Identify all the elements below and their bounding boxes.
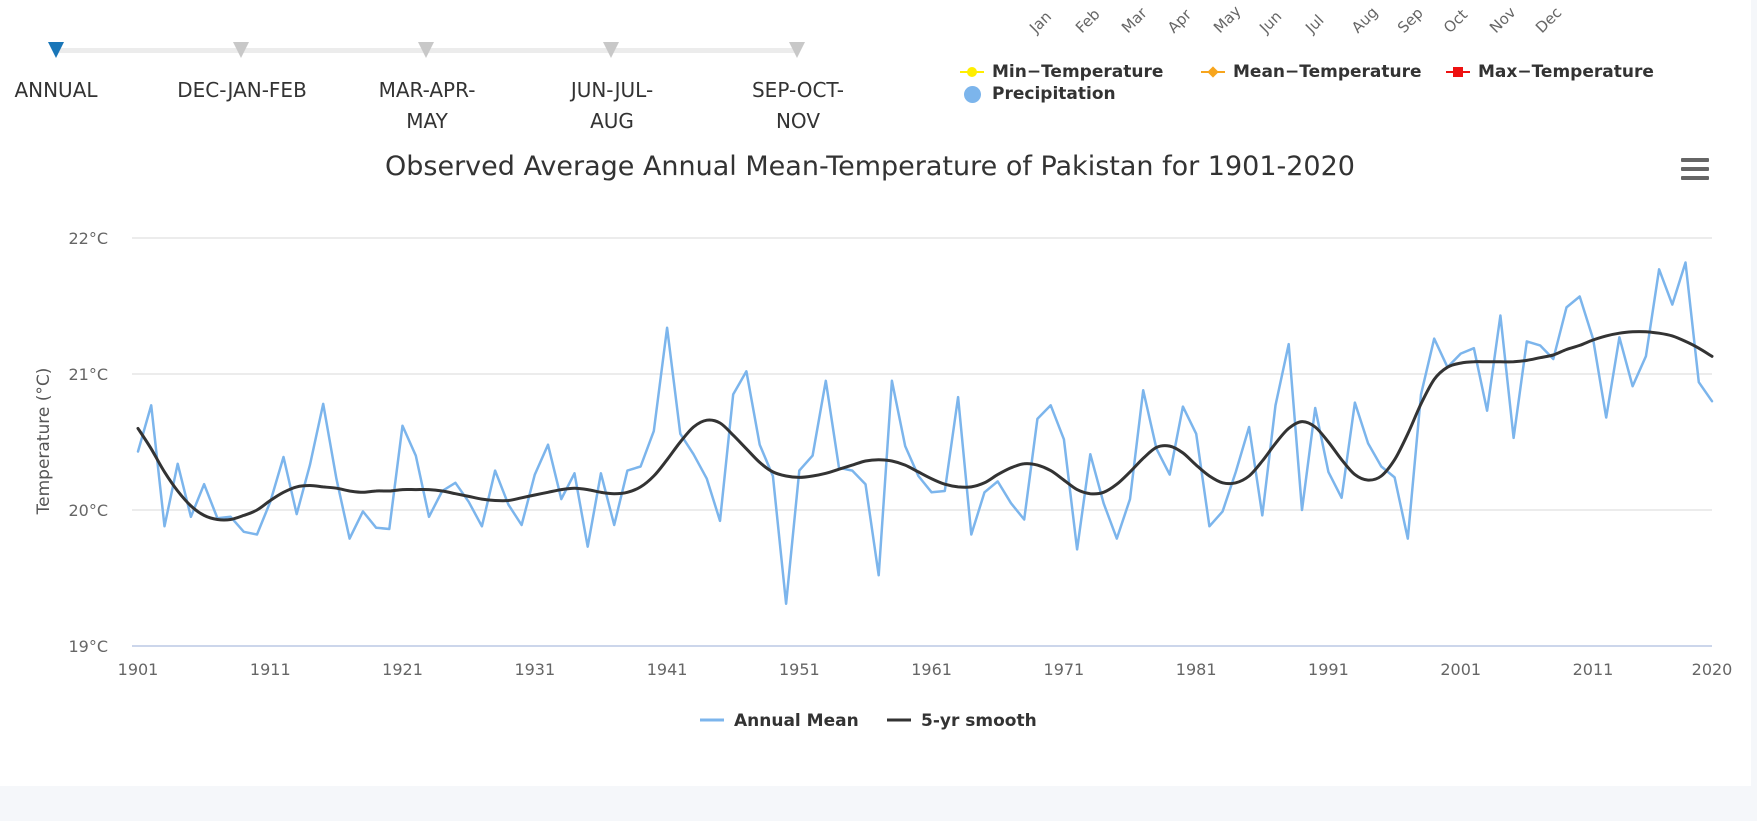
x-tick-label: 1971 bbox=[1044, 660, 1085, 679]
legend-min-symbol-icon bbox=[960, 65, 984, 79]
legend-item-annual-mean-label: Annual Mean bbox=[734, 711, 859, 731]
legend-item-5yr-smooth-label: 5-yr smooth bbox=[921, 711, 1037, 731]
legend-item-max-temperature[interactable]: Max−Temperature bbox=[1446, 62, 1654, 82]
season-label-djf[interactable]: DEC-JAN-FEB bbox=[167, 75, 317, 106]
chart-title: Observed Average Annual Mean-Temperature… bbox=[385, 151, 1355, 182]
legend-item-mean-temperature[interactable]: Mean−Temperature bbox=[1201, 62, 1422, 82]
page-edge bbox=[1751, 0, 1757, 786]
y-tick-label: 21°C bbox=[68, 365, 108, 384]
x-tick-label: 1941 bbox=[647, 660, 688, 679]
x-tick-label: 1911 bbox=[250, 660, 291, 679]
season-label-line2: AUG bbox=[590, 109, 634, 133]
season-marker-jja[interactable] bbox=[603, 42, 619, 58]
y-tick-label: 20°C bbox=[68, 501, 108, 520]
series-line-annual-mean bbox=[136, 261, 1714, 606]
season-marker-djf[interactable] bbox=[233, 42, 249, 58]
legend-max-symbol-icon bbox=[1446, 65, 1470, 79]
series-line-5yr-smooth bbox=[136, 330, 1714, 522]
season-label-line1: JUN-JUL- bbox=[570, 78, 654, 102]
x-tick-label: 2011 bbox=[1573, 660, 1614, 679]
season-marker-son[interactable] bbox=[789, 42, 805, 58]
season-marker-annual[interactable] bbox=[48, 42, 64, 58]
x-tick-label: 1951 bbox=[779, 660, 820, 679]
season-label-mam[interactable]: MAR-APR- MAY bbox=[352, 75, 502, 137]
season-label-line2: MAY bbox=[406, 109, 448, 133]
x-tick-label: 1901 bbox=[118, 660, 159, 679]
legend-item-min-temperature[interactable]: Min−Temperature bbox=[960, 62, 1163, 82]
x-tick-label: 1981 bbox=[1176, 660, 1217, 679]
legend-max-label: Max−Temperature bbox=[1478, 62, 1654, 82]
footer-band bbox=[0, 786, 1757, 821]
legend-mean-label: Mean−Temperature bbox=[1233, 62, 1422, 82]
season-label-line2: NOV bbox=[775, 109, 821, 133]
legend-precip-symbol-icon bbox=[960, 86, 984, 103]
hamburger-menu-icon[interactable] bbox=[1681, 158, 1709, 184]
y-axis-title: Temperature (°C) bbox=[34, 368, 54, 516]
season-marker-mam[interactable] bbox=[418, 42, 434, 58]
x-axis-ticks: 1901 1911 1921 1931 1941 1951 1961 1971 1981 1991… bbox=[118, 660, 1733, 679]
x-tick-label: 2020 bbox=[1692, 660, 1733, 679]
temperature-chart: Observed Average Annual Mean-Temperature… bbox=[34, 151, 1733, 731]
y-tick-label: 19°C bbox=[68, 637, 108, 656]
x-tick-label: 2001 bbox=[1440, 660, 1481, 679]
legend-precip-label: Precipitation bbox=[992, 84, 1116, 104]
season-label-line1: DEC-JAN-FEB bbox=[177, 78, 307, 102]
legend-item-precipitation[interactable]: Precipitation bbox=[960, 84, 1116, 104]
season-label-annual[interactable]: ANNUAL bbox=[0, 75, 131, 106]
legend-mean-symbol-icon bbox=[1201, 65, 1225, 79]
season-label-son[interactable]: SEP-OCT- NOV bbox=[723, 75, 873, 137]
x-tick-label: 1931 bbox=[514, 660, 555, 679]
season-label-line1: MAR-APR- bbox=[378, 78, 476, 102]
x-tick-label: 1991 bbox=[1308, 660, 1349, 679]
y-axis-ticks: 19°C 20°C 21°C 22°C bbox=[68, 229, 108, 656]
x-tick-label: 1961 bbox=[911, 660, 952, 679]
plot-series bbox=[136, 261, 1714, 606]
x-tick-label: 1921 bbox=[382, 660, 423, 679]
legend-min-label: Min−Temperature bbox=[992, 62, 1164, 82]
season-label-jja[interactable]: JUN-JUL- AUG bbox=[537, 75, 687, 137]
grid-lines bbox=[132, 237, 1712, 647]
season-label-line1: SEP-OCT- bbox=[751, 78, 845, 102]
chart-legend: Annual Mean 5-yr smooth bbox=[700, 711, 1037, 731]
y-tick-label: 22°C bbox=[68, 229, 108, 248]
season-label-line1: ANNUAL bbox=[14, 78, 98, 102]
